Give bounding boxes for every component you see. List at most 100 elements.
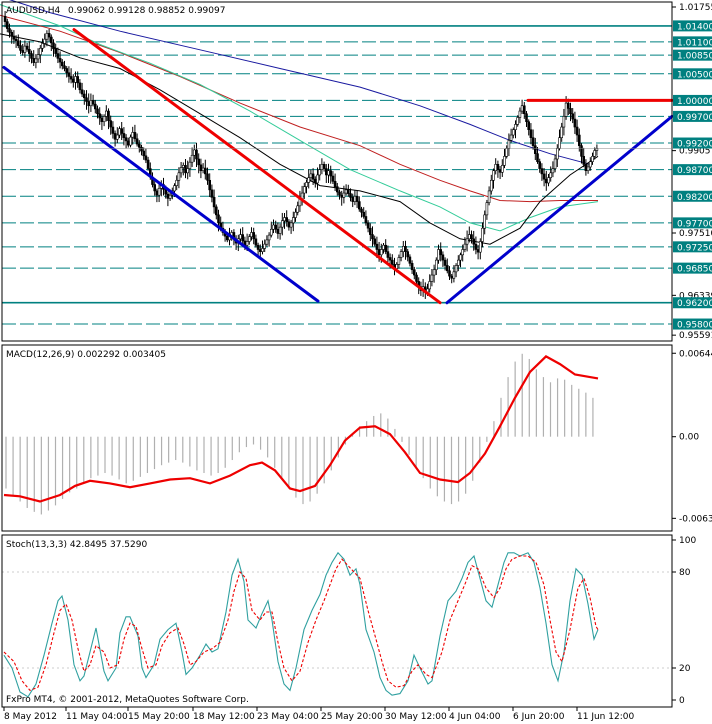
macd-tick-label: 0.00644 <box>679 349 712 359</box>
candle-body <box>135 138 139 145</box>
candle-body <box>549 172 553 178</box>
ma-black-line <box>0 33 599 245</box>
candle-body <box>551 168 555 174</box>
candle-body <box>571 113 575 120</box>
candle-body <box>274 224 278 230</box>
candle-body <box>23 45 27 53</box>
candle-body <box>138 143 141 148</box>
candle-body <box>215 206 218 216</box>
price-tick-label: 0.99057 <box>679 147 712 157</box>
candle-body <box>69 76 73 80</box>
candle-body <box>226 235 229 241</box>
candle-body <box>346 189 350 194</box>
stochastic-lines <box>2 551 672 698</box>
time-tick-label: 8 May 2012 <box>4 712 57 722</box>
candle-body <box>390 259 394 265</box>
candle-body <box>261 248 264 252</box>
candle-body <box>175 179 178 186</box>
candle-body <box>555 148 559 160</box>
macd-panel[interactable]: MACD(12,26,9) 0.002292 0.003405 0.006440… <box>1 344 712 532</box>
candle-body <box>386 251 390 258</box>
stoch-tick-label: 20 <box>679 664 691 674</box>
candle-body <box>474 243 478 250</box>
candle-body <box>494 164 498 172</box>
candle-body <box>302 186 306 194</box>
candle-body <box>573 118 577 128</box>
level-price-label: 1.01100 <box>677 38 712 48</box>
candle-body <box>522 105 526 115</box>
candle-body <box>16 40 20 46</box>
candle-body <box>322 164 326 169</box>
trendline <box>2 65 320 303</box>
ohlc-readout: 0.99062 0.99128 0.98852 0.99097 <box>68 6 225 16</box>
candle-body <box>492 170 495 181</box>
candle-body <box>483 214 487 229</box>
stochastic-panel[interactable]: Stoch(13,3,3) 42.8495 37.5290 100 80 20 0 F… <box>1 534 696 708</box>
trendline <box>72 28 442 305</box>
candle-body <box>437 249 440 261</box>
candle-body <box>109 120 112 128</box>
candle-body <box>155 190 159 196</box>
candle-body <box>280 220 284 228</box>
price-panel[interactable]: AUDUSD,H4 0.99062 0.99128 0.98852 0.9909… <box>0 0 712 342</box>
time-tick-label: 15 May 20:00 <box>128 712 190 722</box>
candle-body <box>487 190 491 203</box>
candle-body <box>8 28 11 33</box>
candle-body <box>38 47 42 55</box>
candle-body <box>256 244 260 250</box>
ma-green-line <box>0 4 599 232</box>
candle-body <box>19 45 22 51</box>
candle-body <box>56 53 60 59</box>
candle-body <box>366 222 370 229</box>
time-tick-label: 4 Jun 04:00 <box>449 712 501 722</box>
candle-body <box>544 178 548 184</box>
candle-body <box>276 228 280 234</box>
stoch-main-line <box>3 551 599 698</box>
candle-body <box>569 108 572 115</box>
candle-body <box>340 194 344 198</box>
candle-body <box>327 170 330 176</box>
symbol-title: AUDUSD,H4 <box>6 6 61 16</box>
level-price-label: 1.01400 <box>677 22 712 32</box>
candle-body <box>63 65 66 69</box>
candle-body <box>514 124 517 131</box>
copyright-footer: FxPro MT4, © 2001-2012, MetaQuotes Softw… <box>6 695 249 705</box>
stoch-tick-label: 100 <box>679 536 696 546</box>
candle-body <box>454 265 458 273</box>
candle-body <box>507 140 511 149</box>
candle-body <box>199 164 203 172</box>
candle-body <box>142 150 145 157</box>
candle-body <box>355 195 359 202</box>
stoch-signal-line <box>3 555 599 692</box>
candle-body <box>179 167 183 174</box>
level-price-label: 0.96850 <box>677 265 712 275</box>
level-price-tag <box>673 137 712 149</box>
candle-body <box>65 68 68 74</box>
time-tick-label: 11 Jun 12:00 <box>577 712 634 722</box>
candle-body <box>168 194 172 199</box>
candle-body <box>201 167 205 172</box>
level-price-tag <box>673 36 712 48</box>
candle-body <box>397 257 401 265</box>
candle-body <box>335 186 339 193</box>
candle-body <box>456 259 460 266</box>
candle-body <box>357 201 361 210</box>
level-price-tag <box>673 20 712 32</box>
candle-body <box>344 189 348 194</box>
macd-panel-frame <box>1 344 673 532</box>
candle-body <box>338 191 341 196</box>
candle-body <box>375 243 379 250</box>
candle-body <box>217 214 220 224</box>
candle-body <box>241 234 244 242</box>
candle-body <box>584 164 588 172</box>
level-price-tag <box>673 164 712 176</box>
candle-body <box>118 128 121 136</box>
level-price-label: 0.99200 <box>677 140 712 150</box>
level-price-tag <box>673 190 712 202</box>
time-tick-label: 18 May 12:00 <box>193 712 255 722</box>
level-price-label: 1.00000 <box>677 97 712 107</box>
candle-body <box>448 270 451 277</box>
candle-body <box>586 166 590 172</box>
candle-body <box>388 257 392 261</box>
